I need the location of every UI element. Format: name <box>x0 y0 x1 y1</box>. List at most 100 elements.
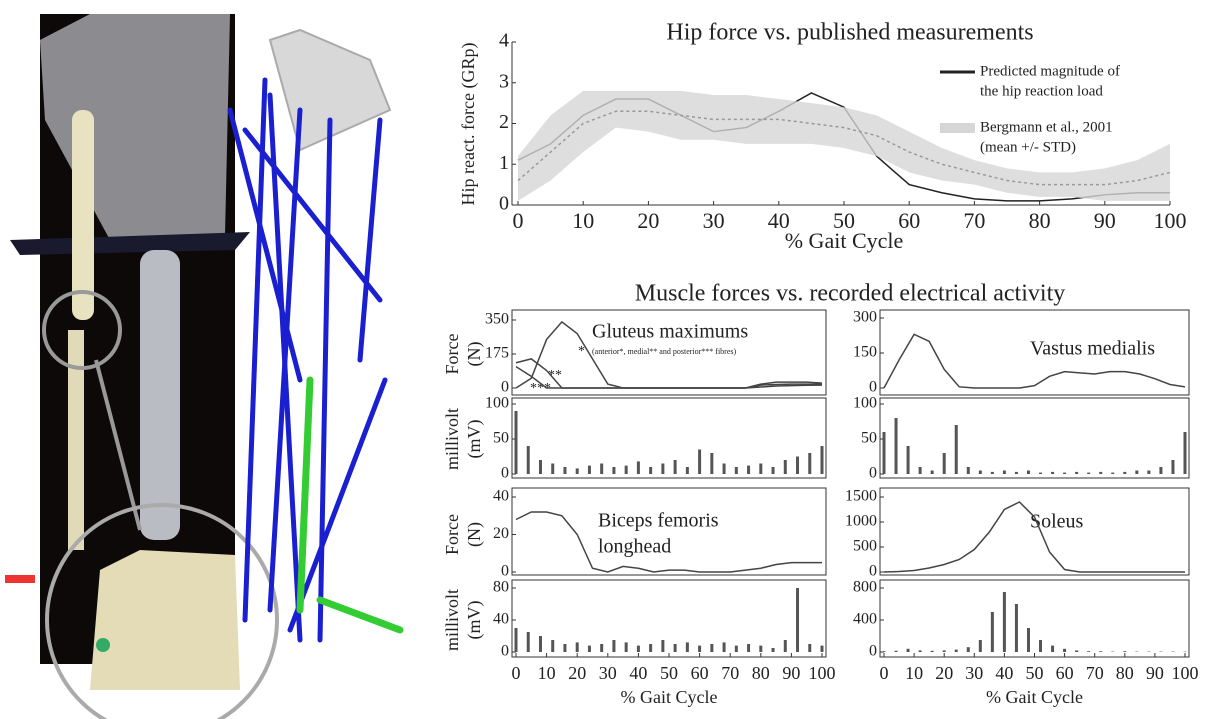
emg-bar <box>759 645 763 652</box>
emg-bar <box>698 645 702 652</box>
x-tick-label: 10 <box>538 663 556 683</box>
legend-label: the hip reaction load <box>980 83 1103 99</box>
y-axis-label: millivolt <box>442 589 462 651</box>
emg-bar <box>1099 471 1103 474</box>
emg-bar <box>612 640 616 652</box>
emg-bar <box>624 465 628 474</box>
zoom-circle <box>42 290 122 370</box>
emg-bar <box>918 650 922 652</box>
annotation: longhead <box>598 536 671 558</box>
x-tick-label: 90 <box>1094 208 1116 233</box>
emg-bar <box>1099 651 1103 652</box>
legend-label: (mean +/- STD) <box>980 139 1076 155</box>
emg-bar <box>563 467 567 474</box>
annotation: Gluteus maximums <box>592 321 748 343</box>
emg-bar <box>600 463 604 474</box>
y-tick-label: 0 <box>501 379 509 396</box>
emg-bar <box>1123 651 1127 652</box>
y-axis-label: Force <box>442 333 462 374</box>
y-tick-label: 0 <box>499 193 509 215</box>
chart-title: Hip force vs. published measurements <box>666 20 1033 46</box>
muscle <box>242 127 383 303</box>
emg-bar <box>722 642 726 652</box>
emg-bar <box>1183 432 1187 474</box>
x-axis-label: % Gait Cycle <box>986 687 1083 707</box>
annotation: * <box>578 344 585 359</box>
annotation: *** <box>530 381 551 396</box>
emg-bar <box>587 465 591 474</box>
x-tick-label: 60 <box>1056 663 1074 683</box>
y-tick-label: 100 <box>485 395 509 412</box>
x-tick-label: 20 <box>568 663 586 683</box>
y-tick-label: 0 <box>869 465 877 482</box>
annotation: Soleus <box>1030 511 1084 533</box>
x-axis-label: % Gait Cycle <box>785 228 904 253</box>
emg-bar <box>526 446 530 474</box>
emg-bar <box>1147 470 1151 474</box>
slice-plane <box>10 232 250 255</box>
emg-bar <box>734 467 738 474</box>
y-tick-label: 40 <box>493 488 509 505</box>
emg-bar <box>747 644 751 652</box>
emg-bar <box>722 463 726 474</box>
emg-bar <box>894 418 898 474</box>
emg-bar <box>771 467 775 474</box>
emg-bar <box>808 644 812 652</box>
emg-bar <box>551 463 555 474</box>
emg-bar <box>906 648 910 652</box>
emg-bar <box>966 467 970 474</box>
y-tick-label: 0 <box>501 643 509 660</box>
emg-bar <box>820 645 824 652</box>
emg-bar <box>906 446 910 474</box>
emg-bar <box>575 468 579 474</box>
emg-bar <box>734 645 738 652</box>
axis-green <box>296 376 314 614</box>
zoom-line <box>94 359 142 531</box>
muscle <box>287 377 388 633</box>
emg-bar <box>514 411 518 474</box>
emg-bar <box>538 636 542 652</box>
muscle <box>227 107 303 383</box>
plot-frame <box>511 487 827 576</box>
emg-bar <box>1111 472 1115 474</box>
x-tick-label: 80 <box>752 663 770 683</box>
y-tick-label: 0 <box>869 563 877 580</box>
emg-bar <box>1002 470 1006 474</box>
emg-bar <box>808 453 812 474</box>
emg-bar <box>796 456 800 474</box>
x-tick-label: 80 <box>1029 208 1051 233</box>
emg-bar <box>1171 460 1175 474</box>
emg-bar <box>600 644 604 652</box>
femur <box>72 110 94 320</box>
emg-bar <box>636 461 640 474</box>
plot-frame <box>879 397 1190 479</box>
y-tick-label: 0 <box>501 465 509 482</box>
emg-bar <box>1087 472 1091 474</box>
series-line <box>883 333 1186 389</box>
emg-bar <box>551 640 555 652</box>
x-tick-label: 40 <box>995 663 1013 683</box>
x-tick-label: 70 <box>721 663 739 683</box>
emg-bar <box>882 432 886 474</box>
plot-frame <box>511 309 827 396</box>
emg-bar <box>1026 470 1030 474</box>
y-axis-label: Hip react. force (GRp) <box>458 43 479 206</box>
y-tick-label: 80 <box>493 579 509 596</box>
x-tick-label: 100 <box>1172 663 1199 683</box>
emg-bar <box>649 644 653 652</box>
plot-frame <box>511 397 827 479</box>
emg-bar <box>526 632 530 652</box>
emg-bar <box>771 648 775 652</box>
x-tick-label: 70 <box>1086 663 1104 683</box>
y-tick-label: 400 <box>853 611 877 628</box>
series-line <box>515 511 822 573</box>
x-tick-label: 70 <box>963 208 985 233</box>
emg-bar <box>942 650 946 652</box>
y-tick-label: 50 <box>861 430 877 447</box>
y-axis-label: (mV) <box>464 601 485 640</box>
emg-bar <box>636 645 640 652</box>
x-tick-label: 60 <box>898 208 920 233</box>
emg-bar <box>685 467 689 474</box>
emg-bar <box>796 588 800 652</box>
